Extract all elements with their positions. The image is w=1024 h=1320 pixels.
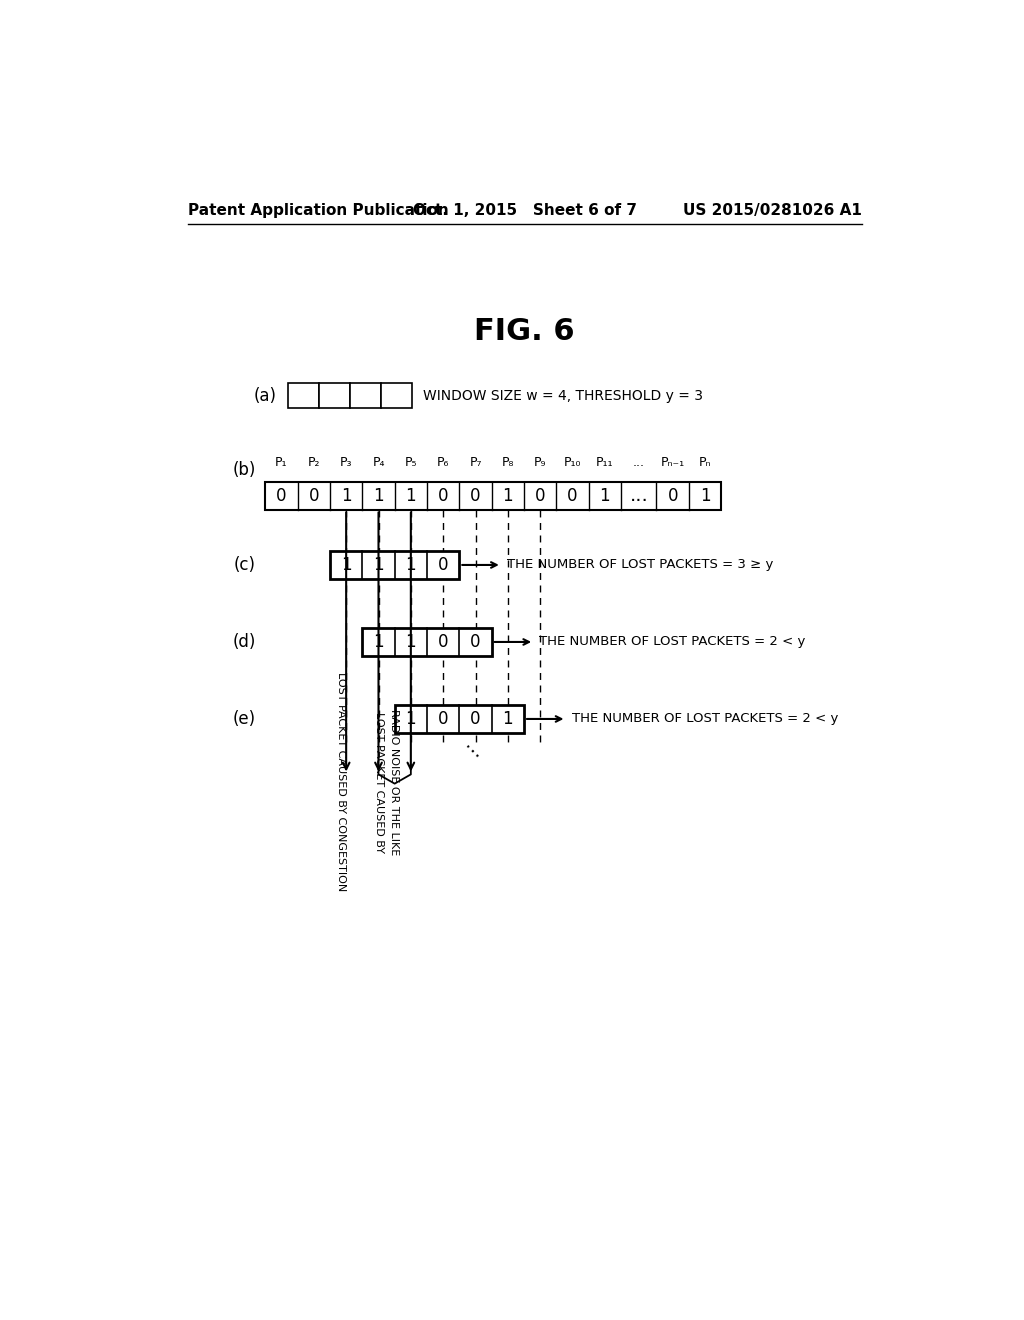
Text: Oct. 1, 2015   Sheet 6 of 7: Oct. 1, 2015 Sheet 6 of 7 [413,203,637,218]
Text: Pₙ₋₁: Pₙ₋₁ [660,455,685,469]
Text: P₁₁: P₁₁ [596,455,613,469]
Text: ⋯: ⋯ [458,738,484,766]
Text: P₁: P₁ [275,455,288,469]
Text: 1: 1 [341,487,351,504]
Text: P₂: P₂ [307,455,321,469]
Text: 1: 1 [341,556,351,574]
Bar [362,628,492,656]
Text: THE NUMBER OF LOST PACKETS = 2 < y: THE NUMBER OF LOST PACKETS = 2 < y [540,635,806,648]
Text: ...: ... [633,455,645,469]
Text: FIG. 6: FIG. 6 [474,317,575,346]
Text: RADIO NOISE OR THE LIKE: RADIO NOISE OR THE LIKE [389,709,399,855]
Bar [330,552,460,579]
Text: P₆: P₆ [437,455,450,469]
Text: 1: 1 [503,487,513,504]
Text: 0: 0 [567,487,578,504]
Text: 1: 1 [373,556,384,574]
Text: (a): (a) [254,387,276,404]
Text: US 2015/0281026 A1: US 2015/0281026 A1 [683,203,862,218]
Text: LOST PACKET CAUSED BY: LOST PACKET CAUSED BY [374,711,384,853]
Text: 0: 0 [438,710,449,727]
Bar [265,482,721,510]
Text: THE NUMBER OF LOST PACKETS = 3 ≥ y: THE NUMBER OF LOST PACKETS = 3 ≥ y [507,558,773,572]
Text: (c): (c) [233,556,256,574]
Text: P₈: P₈ [502,455,514,469]
Bar [381,383,412,408]
Text: 1: 1 [406,710,416,727]
Text: 0: 0 [438,487,449,504]
Text: THE NUMBER OF LOST PACKETS = 2 < y: THE NUMBER OF LOST PACKETS = 2 < y [571,713,839,726]
Text: 1: 1 [406,556,416,574]
Text: P₁₀: P₁₀ [564,455,582,469]
Text: P₄: P₄ [373,455,385,469]
Text: ...: ... [630,486,648,506]
Text: P₇: P₇ [469,455,481,469]
Text: (e): (e) [232,710,256,727]
Text: P₉: P₉ [534,455,547,469]
Text: 0: 0 [308,487,319,504]
Text: 0: 0 [438,634,449,651]
Text: 0: 0 [668,487,678,504]
Bar [289,383,319,408]
Bar [319,383,350,408]
Text: 1: 1 [600,487,610,504]
Text: 0: 0 [438,556,449,574]
Text: 1: 1 [503,710,513,727]
Text: WINDOW SIZE w = 4, THRESHOLD y = 3: WINDOW SIZE w = 4, THRESHOLD y = 3 [423,388,703,403]
Text: 0: 0 [470,634,481,651]
Text: 0: 0 [276,487,287,504]
Text: Pₙ: Pₙ [698,455,712,469]
Text: Patent Application Publication: Patent Application Publication [188,203,450,218]
Text: 0: 0 [470,710,481,727]
Bar [394,705,524,733]
Text: (d): (d) [232,634,256,651]
Text: LOST PACKET CAUSED BY CONGESTION: LOST PACKET CAUSED BY CONGESTION [336,672,346,892]
Text: P₃: P₃ [340,455,352,469]
Text: 1: 1 [406,487,416,504]
Text: 1: 1 [699,487,711,504]
Text: 1: 1 [373,634,384,651]
Text: (b): (b) [232,461,256,479]
Text: P₅: P₅ [404,455,417,469]
Text: 0: 0 [535,487,546,504]
Text: 0: 0 [470,487,481,504]
Text: 1: 1 [406,634,416,651]
Bar [350,383,381,408]
Text: 1: 1 [373,487,384,504]
